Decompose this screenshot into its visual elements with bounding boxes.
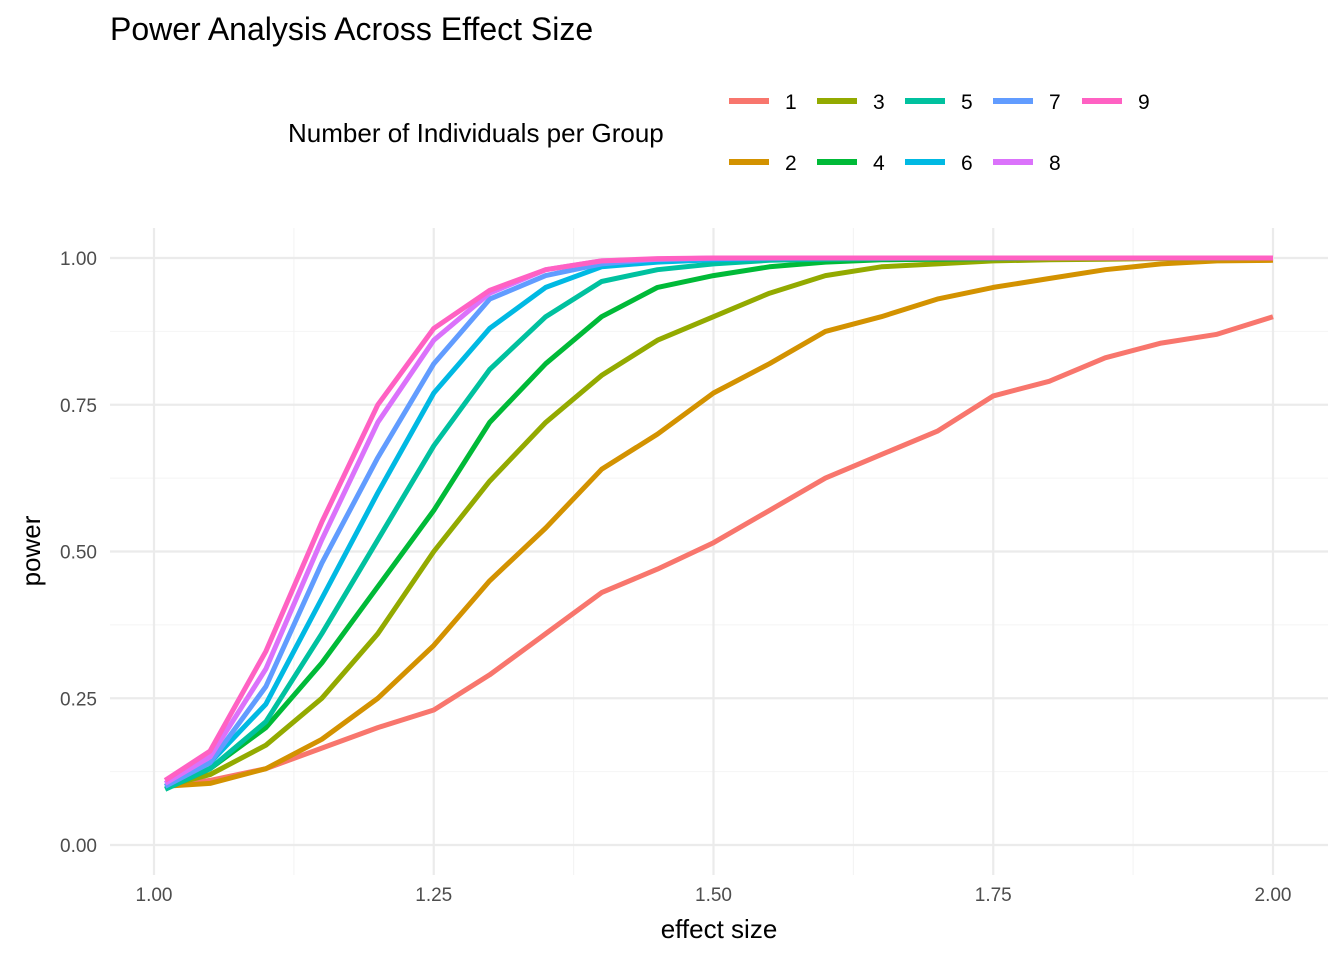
grid — [110, 228, 1328, 875]
legend-label-8: 8 — [1049, 152, 1061, 175]
y-tick-label: 0.00 — [60, 836, 97, 857]
x-axis-ticks: 1.00 1.25 1.50 1.75 2.00 — [136, 885, 1292, 906]
chart-title: Power Analysis Across Effect Size — [110, 11, 593, 47]
x-tick-label: 1.00 — [136, 885, 173, 906]
x-tick-label: 1.75 — [975, 885, 1012, 906]
y-tick-label: 0.25 — [60, 689, 97, 710]
x-axis-title: effect size — [661, 914, 778, 944]
legend-label-2: 2 — [785, 152, 797, 175]
legend-title: Number of Individuals per Group — [288, 118, 664, 148]
legend-label-3: 3 — [873, 91, 885, 114]
series-lines — [163, 255, 1274, 792]
legend-label-9: 9 — [1138, 91, 1150, 114]
x-tick-label: 1.50 — [695, 885, 732, 906]
legend: Number of Individuals per Group 1 2 3 4 5 6 7 8… — [288, 91, 1150, 175]
series-line-9 — [163, 255, 1273, 783]
y-tick-label: 0.75 — [60, 396, 97, 417]
y-axis-title: power — [16, 515, 46, 586]
series-line-8 — [163, 255, 1273, 786]
legend-label-7: 7 — [1049, 91, 1061, 114]
legend-entries: 1 2 3 4 5 6 7 8 9 — [729, 91, 1150, 175]
legend-label-6: 6 — [961, 152, 973, 175]
x-tick-label: 1.25 — [415, 885, 452, 906]
y-tick-label: 0.50 — [60, 543, 97, 564]
legend-label-4: 4 — [873, 152, 885, 175]
series-line-2 — [165, 257, 1274, 789]
series-line-1 — [164, 314, 1274, 789]
y-tick-label: 1.00 — [60, 249, 97, 270]
x-tick-label: 2.00 — [1255, 885, 1292, 906]
y-axis-ticks: 0.00 0.25 0.50 0.75 1.00 — [60, 249, 97, 857]
legend-label-5: 5 — [961, 91, 973, 114]
legend-label-1: 1 — [785, 91, 797, 114]
